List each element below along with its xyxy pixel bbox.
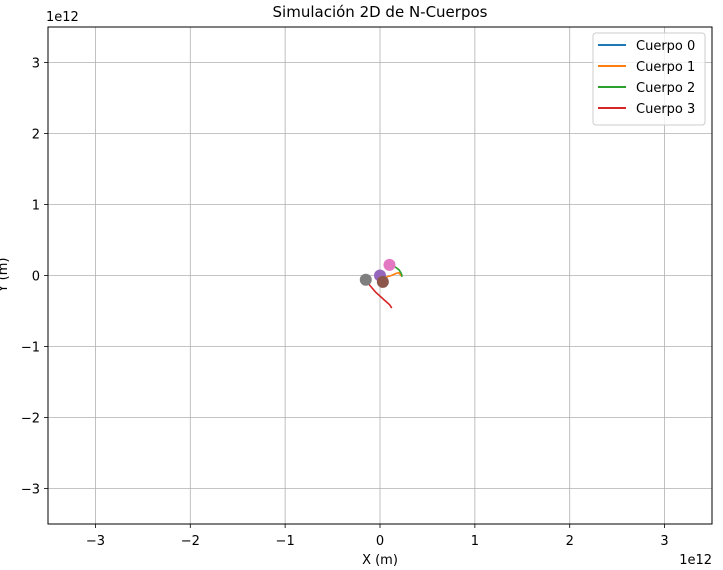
x-tick-label: 3 — [660, 534, 668, 549]
tick-layer: −3 −2 −1 0 1 2 3 −3 −2 −1 0 1 2 3 — [21, 57, 669, 550]
y-offset-label: 1e12 — [46, 10, 79, 25]
legend-label-3: Cuerpo 3 — [636, 102, 695, 117]
legend-label-0: Cuerpo 0 — [636, 39, 695, 54]
body-marker-2 — [383, 259, 395, 271]
y-tick-label: −1 — [21, 341, 40, 356]
x-tick-label: −3 — [86, 534, 105, 549]
legend: Cuerpo 0 Cuerpo 1 Cuerpo 2 Cuerpo 3 — [593, 33, 705, 125]
y-tick-label: −2 — [21, 412, 40, 427]
x-tick-label: −2 — [181, 534, 200, 549]
x-tick-label: 0 — [376, 534, 384, 549]
x-tick-label: −1 — [276, 534, 295, 549]
body-marker-3 — [360, 274, 372, 286]
x-offset-label: 1e12 — [679, 553, 712, 566]
y-tick-label: 3 — [32, 57, 40, 72]
y-axis-label: Y (m) — [0, 258, 11, 294]
marker-layer — [360, 259, 396, 288]
y-tick-label: 0 — [32, 270, 40, 285]
x-axis-label: X (m) — [362, 553, 398, 566]
legend-label-1: Cuerpo 1 — [636, 60, 695, 75]
y-tick-label: −3 — [21, 483, 40, 498]
body-marker-1 — [377, 276, 389, 288]
y-tick-label: 1 — [32, 199, 40, 214]
legend-label-2: Cuerpo 2 — [636, 81, 695, 96]
x-tick-label: 1 — [471, 534, 479, 549]
x-tick-label: 2 — [566, 534, 574, 549]
y-tick-label: 2 — [32, 128, 40, 143]
chart-title: Simulación 2D de N-Cuerpos — [273, 3, 488, 21]
